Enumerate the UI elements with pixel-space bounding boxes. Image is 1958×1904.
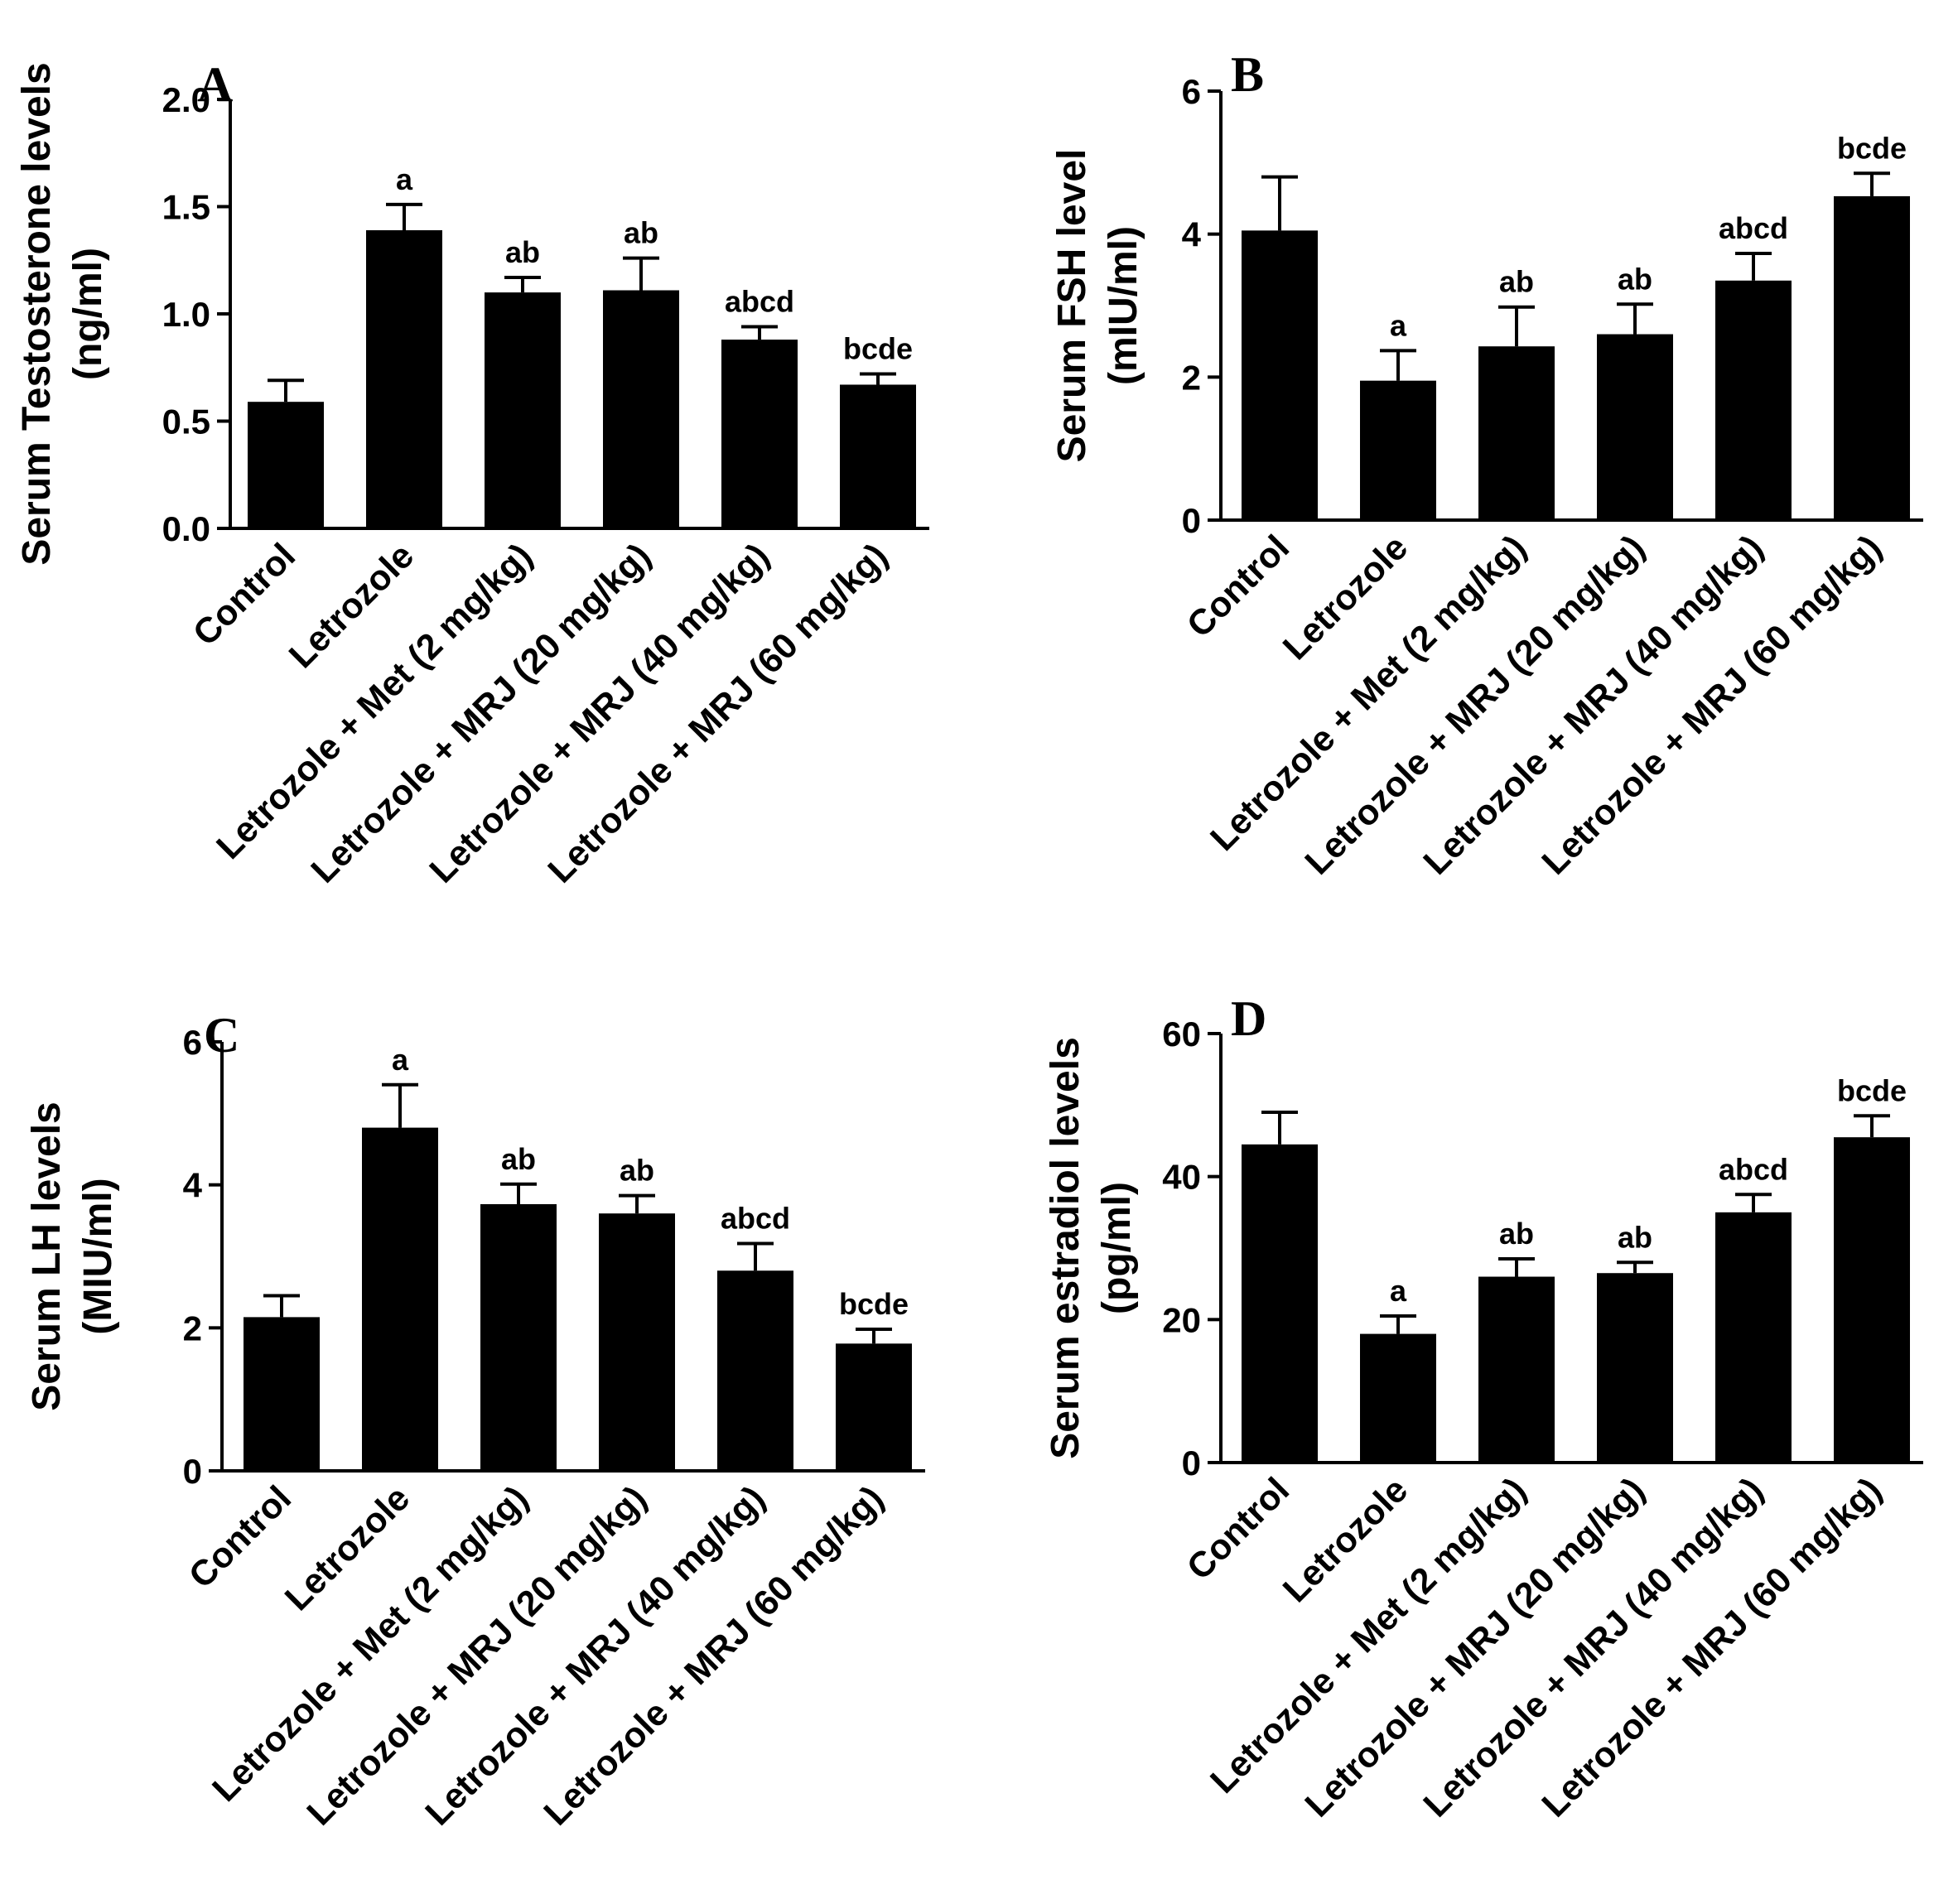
bar — [717, 1270, 793, 1471]
significance-label: ab — [1618, 1220, 1652, 1254]
panel-letter: D — [1231, 991, 1266, 1046]
panel-d: D 0 20 40 60 Serum estradiol levels (pg/ml) Con… — [1044, 991, 1923, 1825]
y-tick-label: 40 — [1162, 1158, 1201, 1197]
y-tick-label: 6 — [183, 1023, 202, 1062]
significance-label: abcd — [1719, 211, 1788, 245]
panel-letter: A — [197, 57, 233, 112]
significance-label: ab — [501, 1142, 536, 1176]
panel-letter: B — [1231, 47, 1264, 102]
significance-label: bcde — [1837, 131, 1907, 165]
bar — [1597, 334, 1673, 520]
bar — [1360, 380, 1436, 520]
y-axis-unit: (mIU/ml) — [1102, 226, 1145, 385]
y-tick-label: 0 — [1182, 501, 1201, 540]
significance-label: ab — [1499, 265, 1534, 299]
significance-label: ab — [624, 216, 658, 250]
bar — [485, 292, 561, 528]
bar — [1360, 1333, 1436, 1463]
y-tick-label: 1.0 — [162, 295, 210, 334]
bar — [721, 340, 798, 528]
category-label: Control — [1179, 528, 1297, 645]
panel-a: A 0.0 0.5 1.0 1.5 2.0 Serum Testosterone level… — [15, 57, 929, 891]
significance-label: bcde — [839, 1287, 909, 1321]
bar — [1834, 195, 1910, 520]
significance-label: abcd — [725, 285, 794, 319]
significance-label: a — [1390, 308, 1407, 342]
y-axis-title: Serum FSH level — [1050, 149, 1094, 463]
y-axis-title: Serum estradiol levels — [1044, 1037, 1088, 1459]
y-axis-title: Serum Testosterone levels — [15, 62, 59, 565]
significance-label: bcde — [1837, 1073, 1907, 1107]
bar — [248, 402, 324, 528]
significance-label: ab — [1499, 1217, 1534, 1251]
y-tick-label: 4 — [1182, 215, 1202, 254]
category-label: Control — [1179, 1470, 1297, 1588]
significance-label: bcde — [843, 332, 913, 366]
bar — [599, 1213, 675, 1471]
bar — [1597, 1273, 1673, 1463]
bar — [362, 1127, 438, 1471]
bar — [244, 1317, 320, 1471]
y-axis-unit: (ng/ml) — [66, 248, 110, 380]
bar — [840, 384, 916, 528]
y-axis-unit: (MIU/ml) — [76, 1178, 120, 1334]
y-tick-label: 20 — [1162, 1300, 1201, 1339]
bar — [366, 229, 442, 528]
bar — [836, 1343, 912, 1471]
bar — [1478, 1276, 1555, 1463]
significance-label: ab — [505, 235, 540, 269]
significance-label: abcd — [1719, 1152, 1788, 1186]
y-tick-label: 0 — [183, 1452, 202, 1491]
bar — [480, 1203, 557, 1471]
significance-label: abcd — [721, 1201, 790, 1235]
y-tick-label: 60 — [1162, 1015, 1201, 1053]
bar — [1478, 346, 1555, 520]
bar — [1715, 1212, 1792, 1463]
category-label: Control — [181, 1478, 299, 1596]
y-tick-label: 2 — [1182, 358, 1201, 397]
y-tick-label: 6 — [1182, 72, 1201, 111]
bar — [1715, 280, 1792, 520]
y-tick-label: 1.5 — [162, 188, 210, 227]
bar — [1242, 230, 1318, 520]
category-label: Control — [186, 536, 303, 653]
significance-label: ab — [1618, 262, 1652, 296]
y-axis-unit: (pg/ml) — [1095, 1182, 1139, 1314]
significance-label: ab — [620, 1154, 654, 1188]
y-tick-label: 0 — [1182, 1444, 1201, 1482]
significance-label: a — [1390, 1274, 1407, 1308]
bar — [1834, 1137, 1910, 1463]
y-tick-label: 4 — [183, 1166, 203, 1205]
bar — [603, 290, 679, 528]
significance-label: a — [396, 162, 413, 196]
significance-label: a — [392, 1043, 409, 1077]
y-tick-label: 2.0 — [162, 80, 210, 119]
y-tick-label: 0.0 — [162, 509, 210, 548]
y-axis-title: Serum LH levels — [25, 1101, 69, 1411]
bar — [1242, 1144, 1318, 1463]
y-tick-label: 0.5 — [162, 402, 210, 441]
y-tick-label: 2 — [183, 1309, 202, 1347]
